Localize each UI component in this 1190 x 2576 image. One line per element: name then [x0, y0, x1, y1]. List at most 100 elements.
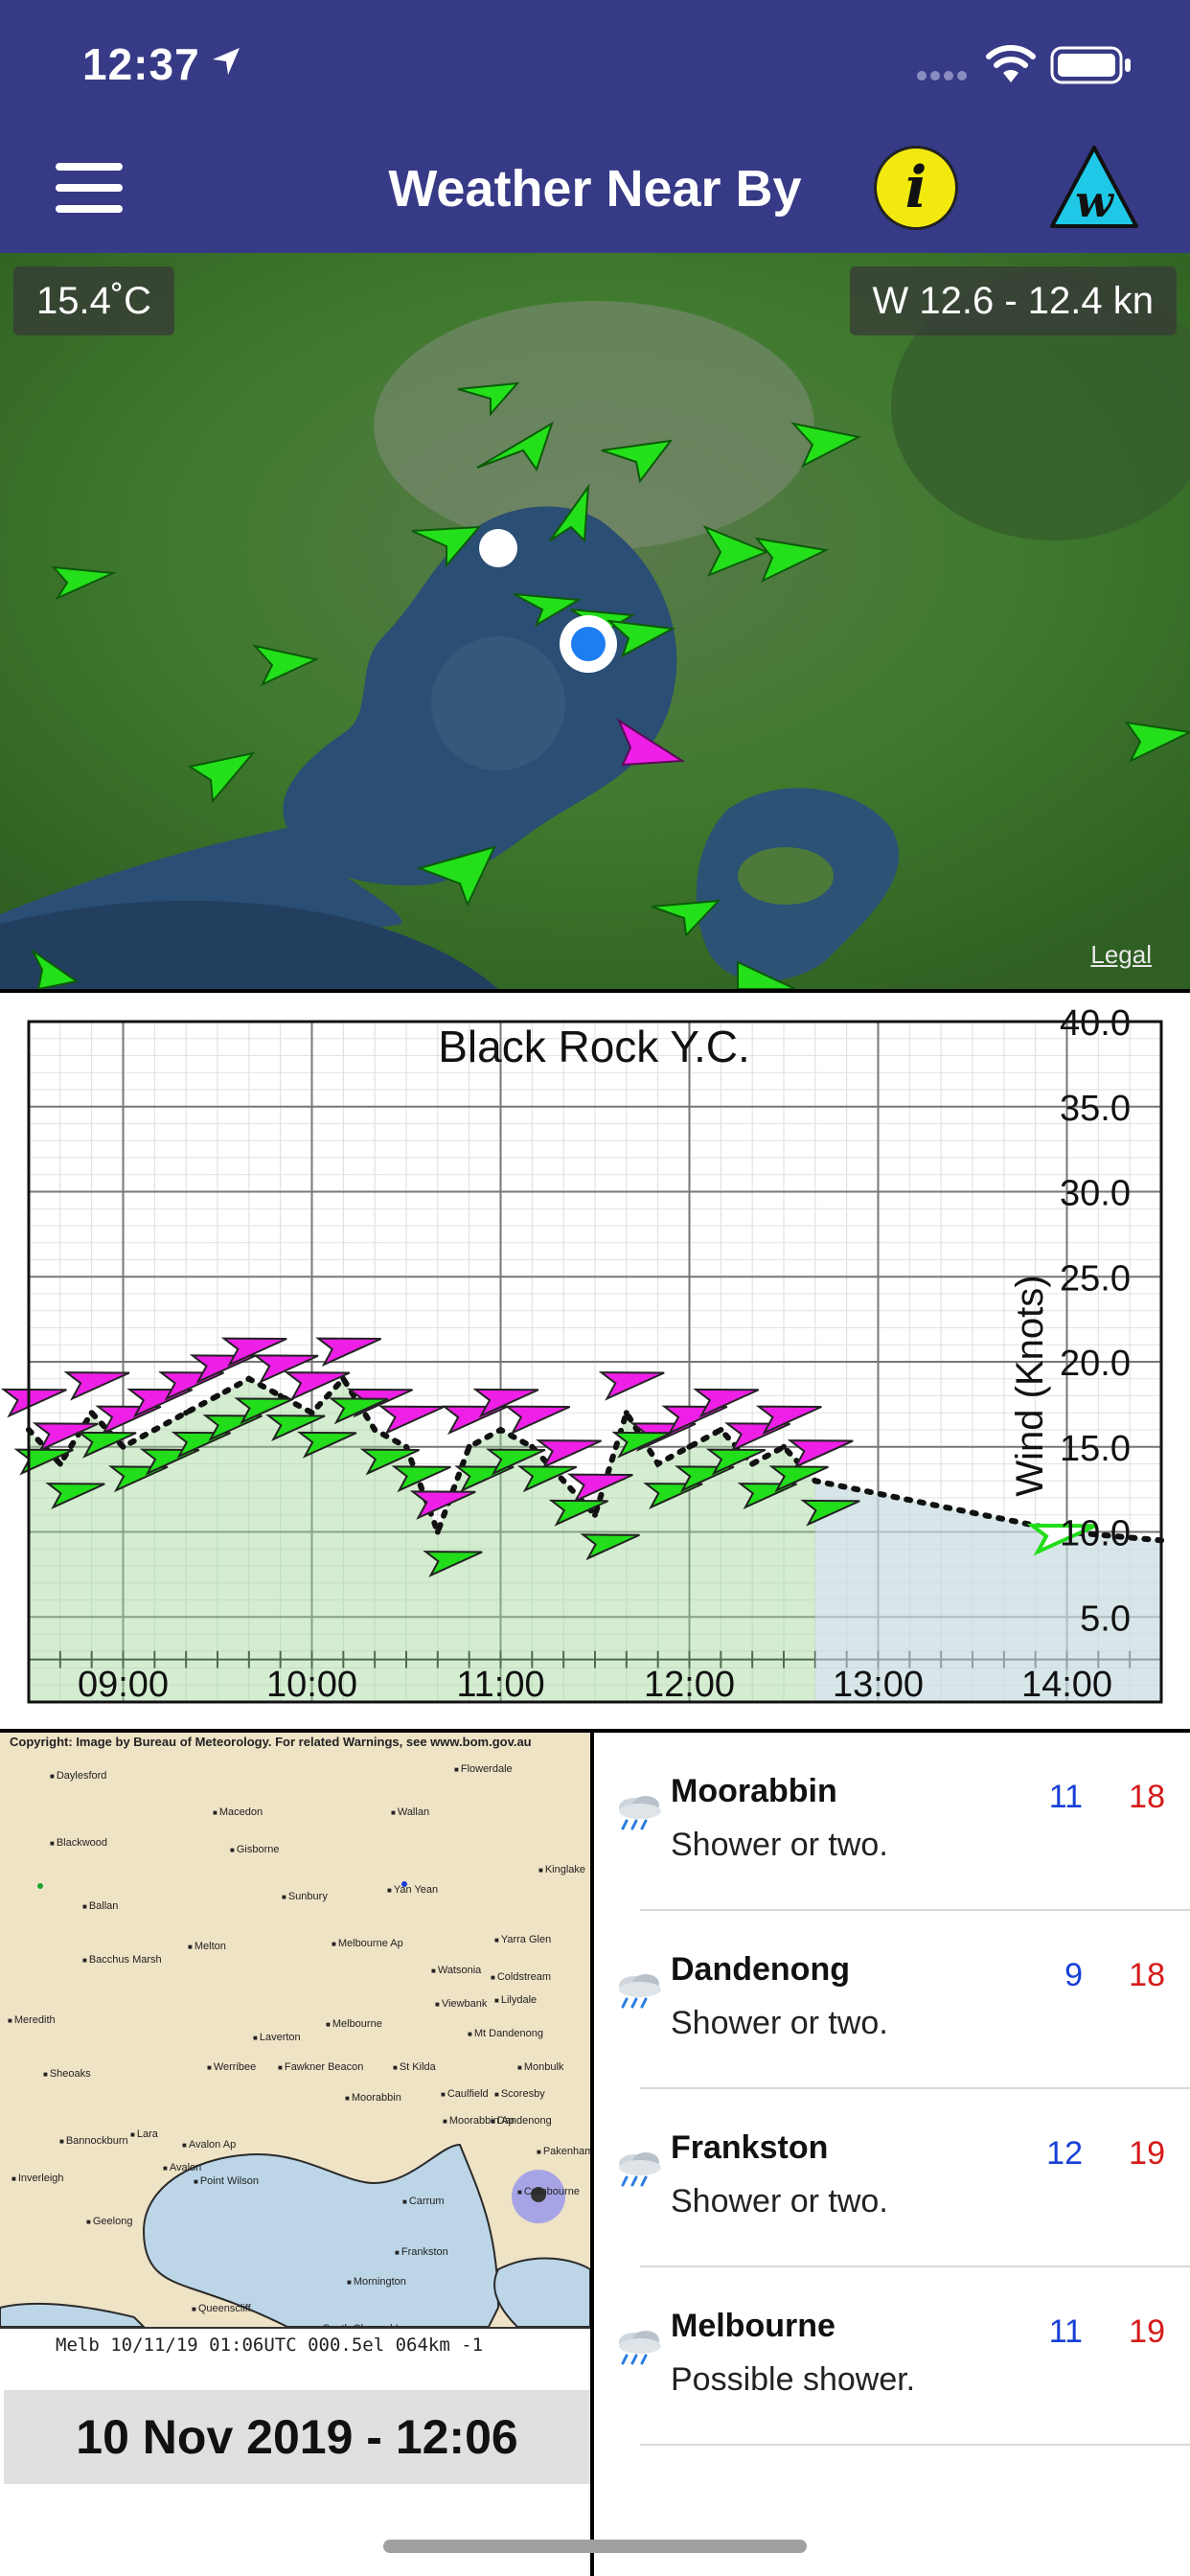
temperature-readout: 15.4˚C: [13, 266, 175, 335]
radar-info-line: Melb 10/11/19 01:06UTC 000.5el 064km -1: [0, 2327, 590, 2361]
forecast-location: Dandenong: [671, 1951, 850, 1988]
radar-place-label: Carrum: [402, 2196, 445, 2207]
wind-data-point: [309, 1410, 315, 1416]
mean-wind-arrow: [265, 1414, 326, 1441]
gust-arrow: [378, 1405, 445, 1436]
radar-date: 10 Nov 2019 - 12:06: [4, 2390, 590, 2484]
wind-data-point: [781, 1443, 787, 1450]
radar-place-label: Lara: [130, 2128, 158, 2140]
wind-data-point: [529, 1443, 536, 1450]
forecast-min-temp: 9: [1064, 1957, 1083, 1993]
gust-arrow: [504, 1405, 571, 1436]
y-tick-label: 25.0: [1060, 1258, 1131, 1299]
info-icon: i: [904, 154, 927, 221]
y-tick-label: 40.0: [1060, 1003, 1131, 1044]
wind-data-point: [120, 1443, 126, 1450]
wind-data-point: [749, 1460, 756, 1467]
x-tick-label: 13:00: [833, 1665, 924, 1705]
forecast-list[interactable]: Moorabbin Shower or two. 11 18 Dandenong…: [594, 1733, 1190, 2576]
wind-data-point: [718, 1427, 724, 1433]
mean-wind-arrow: [107, 1465, 169, 1493]
radar-place-label: Werribee: [207, 2061, 256, 2073]
wind-data-point: [183, 1410, 190, 1416]
radar-base-map: [0, 1733, 590, 2327]
radar-place-label: Yarra Glen: [494, 1934, 551, 1945]
radar-place-label: Lilydale: [494, 1994, 537, 2006]
location-arrow-icon: [213, 48, 240, 75]
wind-chart[interactable]: 09:00 10:00 11:00 12:00 13:00 14:00 5.0 10.0 15…: [0, 989, 1190, 1733]
mean-wind-arrow: [234, 1397, 294, 1425]
mean-wind-arrow: [485, 1448, 546, 1476]
wind-readout: W 12.6 - 12.4 kn: [849, 266, 1177, 335]
forecast-location: Moorabbin: [671, 1773, 837, 1809]
forecast-max-temp: 19: [1129, 2135, 1165, 2172]
wind-data-point: [466, 1443, 472, 1450]
mean-wind-arrow: [77, 1431, 137, 1459]
mean-wind-arrow: [296, 1431, 357, 1459]
cellular-signal-icon: [917, 71, 967, 80]
wind-data-point: [372, 1427, 378, 1433]
radar-place-label: Avalon: [163, 2162, 201, 2174]
wind-data-point: [592, 1511, 598, 1518]
mean-wind-arrow: [705, 1448, 767, 1476]
radar-place-label: Flowerdale: [454, 1763, 513, 1775]
radar-place-label: Wallan: [391, 1806, 429, 1818]
info-button[interactable]: i: [874, 146, 958, 230]
forecast-description: Shower or two.: [671, 2005, 888, 2041]
mean-wind-arrow: [611, 1431, 672, 1459]
divider: [640, 1909, 1190, 1911]
mean-wind-arrow: [548, 1499, 608, 1527]
radar-place-label: Avalon Ap: [182, 2139, 236, 2150]
mean-wind-arrow: [391, 1465, 451, 1493]
forecast-description: Possible shower.: [671, 2361, 916, 2398]
radar-place-label: Pakenham: [537, 2146, 590, 2157]
forecast-max-temp: 18: [1129, 1779, 1165, 1815]
radar-place-label: St Kilda: [393, 2061, 436, 2073]
wind-button[interactable]: w: [1048, 144, 1140, 230]
wind-data-point: [812, 1478, 818, 1484]
list-item[interactable]: Melbourne Possible shower. 11 19: [594, 2267, 1190, 2446]
divider: [640, 2266, 1190, 2267]
radar-panel[interactable]: Copyright: Image by Bureau of Meteorolog…: [0, 1733, 594, 2576]
mean-wind-arrow: [674, 1465, 735, 1493]
y-tick-label: 15.0: [1060, 1429, 1131, 1469]
menu-button[interactable]: [56, 161, 123, 215]
gust-arrow: [252, 1354, 319, 1384]
radar-place-label: South Channel Is: [316, 2323, 403, 2327]
radar-place-label: Frankston: [395, 2246, 448, 2258]
forecast-min-temp: 11: [1048, 1779, 1083, 1815]
app-header: 12:37 Weather Near By i w: [0, 0, 1190, 253]
list-item[interactable]: Dandenong Shower or two. 9 18: [594, 1911, 1190, 2089]
wind-chart-plot: 09:00 10:00 11:00 12:00 13:00 14:00 5.0 10.0 15…: [0, 1003, 1164, 1705]
wind-data-point: [654, 1460, 661, 1467]
shower-icon: [619, 1974, 661, 2009]
chart-y-axis-label: Wind (Knots): [1009, 1275, 1051, 1496]
gust-arrow: [315, 1337, 382, 1368]
weather-map[interactable]: 15.4˚C W 12.6 - 12.4 kn Legal: [0, 253, 1190, 989]
legal-link[interactable]: Legal: [1090, 940, 1152, 969]
page-title: Weather Near By: [388, 160, 802, 218]
radar-place-label: Melbourne: [326, 2018, 382, 2030]
radar-place-label: Point Wilson: [194, 2175, 259, 2187]
mean-wind-arrow: [800, 1499, 860, 1527]
radar-place-label: Ballan: [82, 1900, 119, 1912]
wind-data-point: [623, 1410, 629, 1416]
radar-place-label: Sheoaks: [43, 2068, 91, 2080]
radar-place-label: Queenscliff: [192, 2303, 251, 2314]
observed-wind-area: [29, 1378, 815, 1702]
gust-arrow: [409, 1490, 476, 1520]
forecast-location: Frankston: [671, 2129, 829, 2166]
wind-data-point: [340, 1375, 347, 1382]
wind-data-point: [277, 1392, 284, 1399]
gust-arrow: [598, 1371, 665, 1401]
x-tick-label: 11:00: [456, 1665, 544, 1705]
home-indicator[interactable]: [383, 2540, 807, 2553]
radar-place-label: Meredith: [8, 2014, 56, 2026]
list-item[interactable]: Moorabbin Shower or two. 11 18: [594, 1733, 1190, 1911]
battery-icon: [1050, 46, 1131, 84]
mean-wind-arrow: [423, 1551, 483, 1577]
chart-title: Black Rock Y.C.: [438, 1022, 750, 1071]
radar-place-label: Coldstream: [491, 1971, 551, 1983]
list-item[interactable]: Frankston Shower or two. 12 19: [594, 2089, 1190, 2267]
mean-wind-arrow: [737, 1483, 797, 1509]
